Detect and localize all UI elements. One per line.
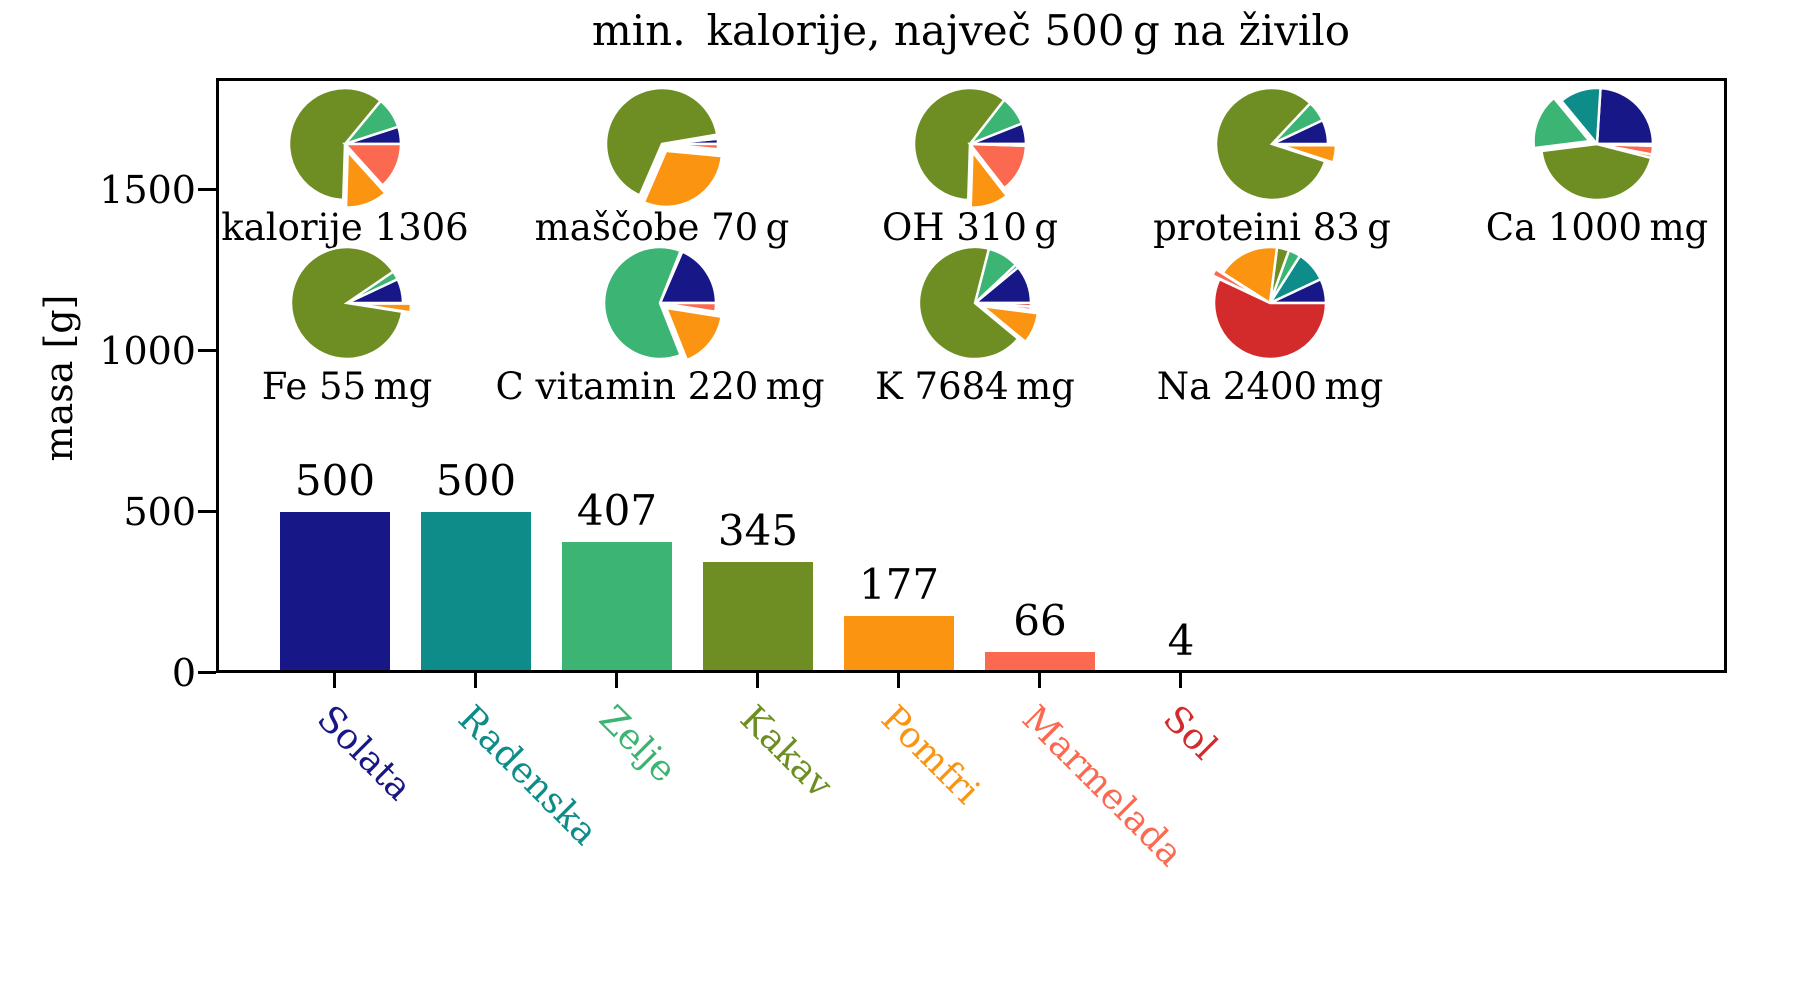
pie-slice-Sol — [1596, 142, 1655, 148]
pie-slice-Radenska — [1559, 86, 1602, 148]
bar-value-label: 500 — [294, 456, 376, 505]
pie-chart-3 — [912, 86, 1028, 209]
y-axis-label-text: masa [g] — [37, 294, 81, 462]
y-tick-label: 500 — [123, 490, 196, 534]
bar-value-label: 407 — [576, 485, 658, 535]
bar-Pomfri — [844, 616, 954, 673]
pie-label: K 7684 mg — [875, 365, 1075, 408]
x-tick-mark — [615, 673, 618, 688]
pie-chart-1 — [287, 86, 403, 209]
pie-slice-Sol — [1212, 277, 1328, 361]
pie-slice-Kakav — [604, 86, 719, 198]
pie-slice-Zelje — [1532, 96, 1592, 150]
x-tick-label-Kakav: Kakav — [732, 698, 841, 807]
chart-title: min. kalorije, največ 500 g na živilo — [591, 6, 1351, 55]
pie-slice-Marmelada — [661, 142, 720, 151]
pie-slice-Kakav — [1214, 86, 1327, 202]
y-axis-label: masa [g] — [37, 228, 83, 528]
bar-Marmelada — [985, 651, 1095, 673]
y-tick-mark — [198, 510, 216, 513]
pie-slice-Pomfri — [354, 302, 413, 314]
pie-label: proteini 83 g — [1153, 206, 1391, 249]
x-tick-mark — [1179, 673, 1182, 688]
x-tick-label-Zelje: Zelje — [591, 698, 684, 791]
x-tick-label-Solata: Solata — [309, 698, 420, 809]
pie-label: OH 310 g — [881, 206, 1059, 249]
pie-chart-7 — [602, 245, 723, 362]
bar-value-label: 177 — [858, 560, 940, 609]
pie-slice-Kakav — [1540, 142, 1653, 202]
x-tick-mark — [897, 673, 900, 688]
x-tick-label-Sol: Sol — [1155, 698, 1225, 768]
pie-chart-9 — [1210, 245, 1328, 361]
pie-label: kalorije 1306 — [221, 206, 469, 249]
pie-label: C vitamin 220 mg — [495, 365, 825, 408]
pie-slice-Pomfri — [1220, 245, 1279, 306]
pie-slice-Marmelada — [342, 142, 403, 188]
bar-Zelje — [562, 541, 672, 673]
pie-slice-Kakav — [287, 86, 383, 202]
x-tick-mark — [1038, 673, 1041, 688]
pie-slice-Kakav — [289, 245, 404, 361]
x-tick-mark — [756, 673, 759, 688]
bar-value-label: 66 — [1013, 595, 1067, 645]
pie-slice-Pomfri — [978, 304, 1040, 344]
pie-chart-4 — [1214, 86, 1338, 202]
x-tick-label-Radenska: Radenska — [450, 698, 606, 854]
y-tick-mark — [198, 349, 216, 352]
bar-Solata — [280, 512, 390, 673]
pie-slice-Pomfri — [1279, 144, 1338, 165]
y-tick-label: 1500 — [99, 168, 196, 212]
bar-Radenska — [421, 512, 531, 673]
pie-slice-Pomfri — [664, 306, 723, 362]
pie-slice-Marmelada — [659, 301, 718, 314]
bar-value-label: 345 — [717, 505, 799, 555]
y-tick-mark — [198, 671, 216, 674]
pie-chart-8 — [917, 245, 1040, 361]
pie-slice-Kakav — [917, 245, 1020, 361]
pie-slice-Sol — [974, 301, 1033, 308]
pie-slice-Kakav — [912, 86, 1007, 202]
pie-slice-Zelje — [602, 245, 683, 361]
pie-label: Ca 1000 mg — [1485, 206, 1709, 249]
bar-Kakav — [703, 561, 813, 673]
pie-label: Fe 55 mg — [261, 365, 433, 408]
pie-slice-Pomfri — [642, 149, 724, 209]
pie-label: Na 2400 mg — [1156, 365, 1384, 408]
pie-slice-Pomfri — [344, 148, 388, 209]
bar-value-label: 500 — [435, 456, 517, 505]
y-tick-label: 1000 — [99, 329, 196, 373]
pie-slice-Solata — [658, 249, 718, 305]
pie-chart-5 — [1532, 86, 1655, 202]
pie-slice-Pomfri — [969, 148, 1009, 209]
pie-slice-Marmelada — [1210, 267, 1264, 301]
x-tick-mark — [474, 673, 477, 688]
pie-slice-Solata — [1595, 86, 1655, 146]
pie-label: maščobe 70 g — [534, 206, 790, 249]
pie-slice-Sol — [969, 142, 1028, 148]
y-tick-mark — [198, 188, 216, 191]
x-tick-mark — [333, 673, 336, 688]
bar-value-label: 4 — [1167, 615, 1195, 665]
pie-chart-2 — [604, 86, 724, 209]
y-tick-label: 0 — [171, 651, 196, 695]
pie-chart-6 — [289, 245, 413, 361]
x-tick-label-Pomfri: Pomfri — [873, 698, 988, 813]
